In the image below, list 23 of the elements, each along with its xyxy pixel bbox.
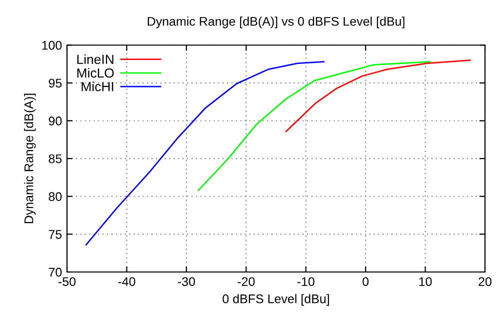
y-tick-label: 90	[48, 116, 62, 126]
x-tick-label: 20	[478, 277, 492, 286]
y-tick-label: 80	[48, 192, 62, 202]
chart-title: Dynamic Range [dB(A)] vs 0 dBFS Level [dBu]	[148, 16, 404, 28]
x-tick-label: 0	[362, 277, 369, 286]
x-tick-label: -10	[297, 277, 314, 286]
x-tick-label: -40	[118, 277, 136, 286]
y-tick-label: 100	[42, 40, 62, 50]
x-axis-title: 0 dBFS Level [dBu]	[222, 294, 329, 306]
x-tick-label: -20	[238, 277, 255, 286]
y-axis-title: Dynamic Range [dB(A)]	[24, 94, 36, 224]
x-tick-label: -30	[178, 277, 195, 286]
y-tick-label: 85	[48, 154, 62, 164]
line-series	[285, 60, 471, 132]
y-tick-label: 75	[48, 230, 62, 239]
x-tick-label: -50	[58, 277, 76, 286]
y-tick-label: 95	[48, 78, 62, 88]
legend-label: LineIN	[77, 54, 114, 64]
legend-label: MicLO	[77, 68, 114, 78]
x-tick-label: 10	[419, 277, 432, 286]
line-series	[198, 61, 431, 192]
y-tick-label: 70	[48, 268, 62, 277]
legend-label: MicHI	[82, 82, 114, 92]
